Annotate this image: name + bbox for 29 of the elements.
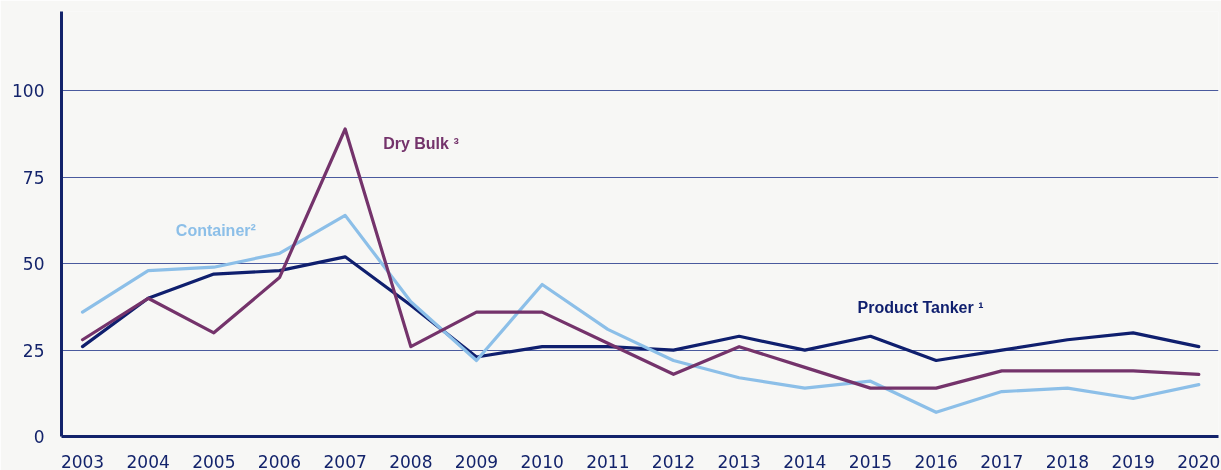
y-tick-label: 75 [22, 167, 45, 188]
series-label: Product Tanker ¹ [857, 298, 984, 316]
line-series [80, 127, 1201, 390]
x-tick-label: 2011 [586, 451, 630, 470]
x-tick-label: 2004 [126, 451, 170, 470]
x-tick-label: 2017 [980, 451, 1024, 470]
x-tick-label: 2018 [1045, 451, 1090, 470]
x-tick-label: 2009 [454, 451, 499, 470]
y-tick-label: 0 [33, 427, 45, 447]
x-tick-label: 2015 [848, 451, 893, 470]
x-tick-label: 2020 [1177, 451, 1221, 470]
series-label: Container² [175, 221, 256, 239]
x-tick-label: 2016 [914, 451, 958, 470]
x-tick-label: 2003 [60, 451, 105, 470]
x-tick-label: 2007 [323, 451, 367, 470]
y-tick-label: 100 [12, 81, 45, 102]
x-tick-label: 2008 [389, 451, 433, 470]
x-tick-label: 2012 [651, 451, 696, 470]
x-tick-label: 2013 [717, 451, 761, 470]
x-tick-label: 2019 [1111, 451, 1155, 470]
line-series [80, 255, 1201, 363]
line-series [80, 213, 1201, 414]
x-tick-label: 2006 [257, 451, 302, 470]
x-tick-label: 2010 [520, 451, 564, 470]
y-tick-label: 50 [22, 254, 45, 275]
x-tick-label: 2005 [192, 451, 236, 470]
series-label: Dry Bulk ³ [383, 135, 459, 153]
y-tick-label: 25 [22, 340, 45, 361]
x-tick-label: 2014 [783, 451, 827, 470]
